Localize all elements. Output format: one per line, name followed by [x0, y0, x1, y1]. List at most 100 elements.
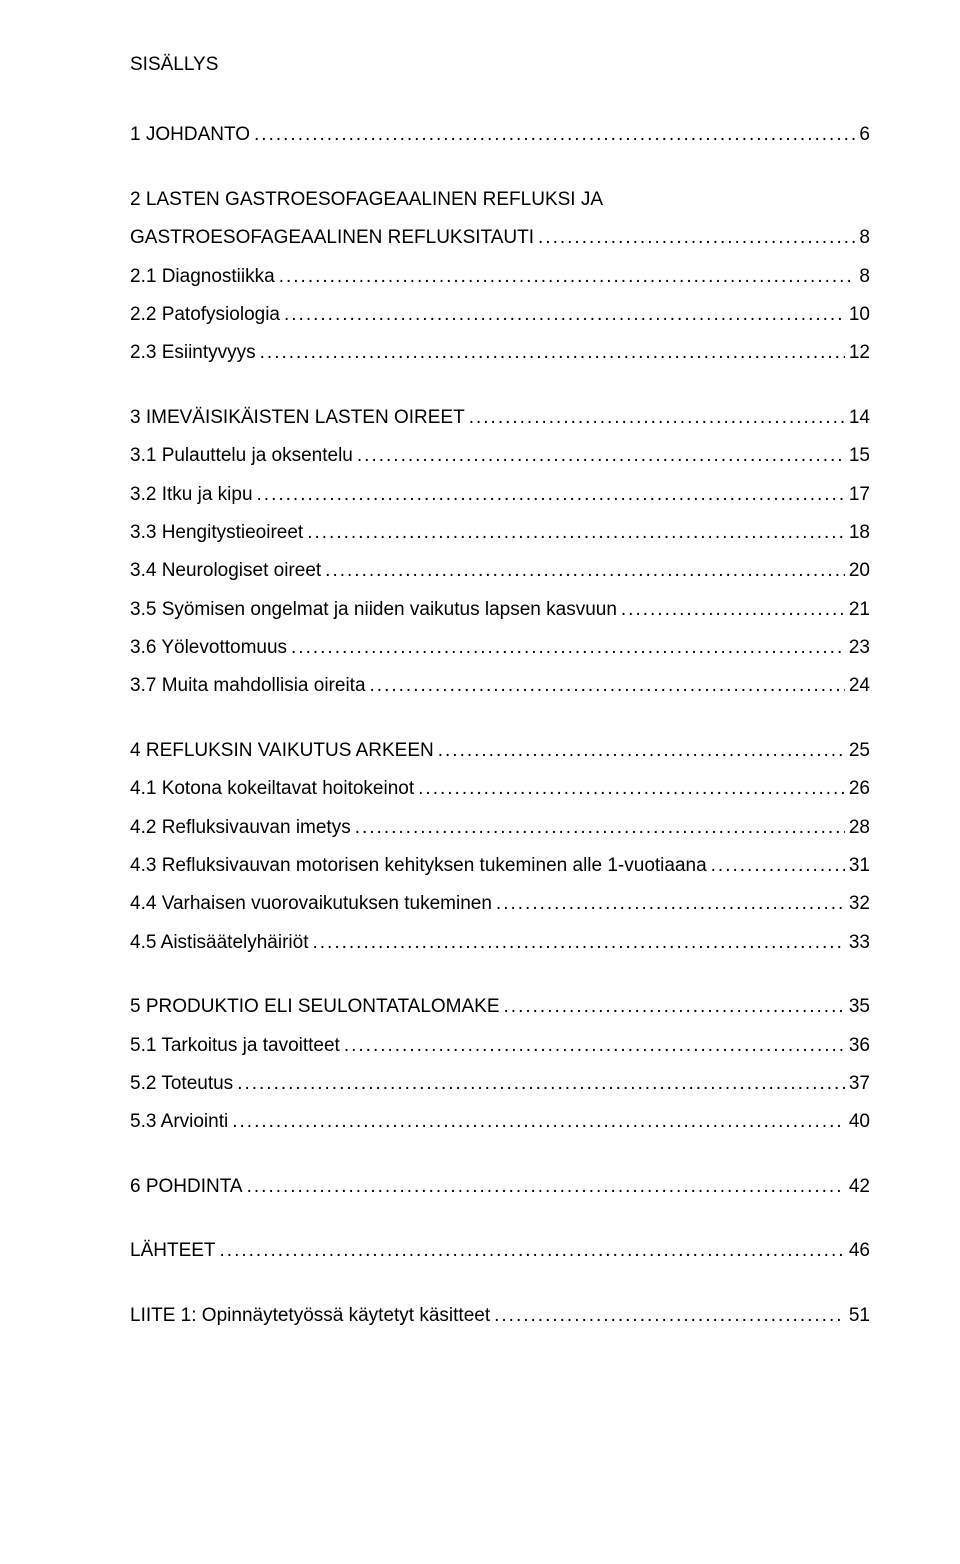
toc-entry-page: 6	[859, 120, 870, 150]
toc-entry-page: 23	[849, 633, 870, 663]
toc-entry: 4.3 Refluksivauvan motorisen kehityksen …	[130, 851, 870, 881]
toc-entry: 2.2 Patofysiologia10	[130, 300, 870, 330]
toc-leader-dots	[418, 774, 845, 804]
toc-leader-dots	[307, 518, 845, 548]
toc-entry: 4.5 Aistisäätelyhäiriöt 33	[130, 928, 870, 958]
toc-entry-label: GASTROESOFAGEAALINEN REFLUKSITAUTI	[130, 223, 534, 253]
toc-entry-page: 26	[849, 774, 870, 804]
section-gap	[130, 1210, 870, 1236]
toc-entry-label: 3.1 Pulauttelu ja oksentelu	[130, 441, 353, 471]
toc-entry-page: 14	[849, 403, 870, 433]
toc-entry: LIITE 1: Opinnäytetyössä käytetyt käsitt…	[130, 1301, 870, 1331]
toc-entry: 5.1 Tarkoitus ja tavoitteet 36	[130, 1031, 870, 1061]
toc-entry-page: 36	[849, 1031, 870, 1061]
toc-leader-dots	[257, 480, 845, 510]
toc-entry: 1 JOHDANTO 6	[130, 120, 870, 150]
toc-leader-dots	[496, 889, 845, 919]
toc-entry-label: 3 IMEVÄISIKÄISTEN LASTEN OIREET	[130, 403, 465, 433]
toc-entry-page: 40	[849, 1107, 870, 1137]
toc-entry-label: 4.1 Kotona kokeiltavat hoitokeinot	[130, 774, 414, 804]
toc-entry-page: 21	[849, 595, 870, 625]
toc-leader-dots	[344, 1031, 845, 1061]
toc-entry-page: 28	[849, 813, 870, 843]
toc-entry: 2 LASTEN GASTROESOFAGEAALINEN REFLUKSI J…	[130, 185, 870, 215]
toc-entry-label: 3.3 Hengitystieoireet	[130, 518, 303, 548]
toc-leader-dots	[313, 928, 845, 958]
section-gap	[130, 377, 870, 403]
toc-entry-label: 5.1 Tarkoitus ja tavoitteet	[130, 1031, 340, 1061]
section-gap	[130, 966, 870, 992]
toc-entry-label: 3.5 Syömisen ongelmat ja niiden vaikutus…	[130, 595, 617, 625]
toc-entry-label: 4.4 Varhaisen vuorovaikutuksen tukeminen	[130, 889, 492, 919]
toc-entry-label: 3.7 Muita mahdollisia oireita	[130, 671, 366, 701]
toc-entry-page: 32	[849, 889, 870, 919]
toc-entry-label: 2.1 Diagnostiikka	[130, 262, 275, 292]
toc-entry-label: 5.2 Toteutus	[130, 1069, 233, 1099]
toc-leader-dots	[220, 1236, 845, 1266]
toc-leader-dots	[254, 120, 855, 150]
toc-entry-page: 17	[849, 480, 870, 510]
toc-entry: 4.4 Varhaisen vuorovaikutuksen tukeminen…	[130, 889, 870, 919]
toc-leader-dots	[504, 992, 845, 1022]
toc-entry-page: 46	[849, 1236, 870, 1266]
toc-entry-page: 18	[849, 518, 870, 548]
toc-entry: 3.6 Yölevottomuus 23	[130, 633, 870, 663]
toc-entry: 5 PRODUKTIO ELI SEULONTATALOMAKE 35	[130, 992, 870, 1022]
toc-entry: 4.1 Kotona kokeiltavat hoitokeinot 26	[130, 774, 870, 804]
toc-entry-label: 3.2 Itku ja kipu	[130, 480, 253, 510]
toc-entry: 5.3 Arviointi40	[130, 1107, 870, 1137]
toc-leader-dots	[232, 1107, 845, 1137]
toc-entry-label: 2 LASTEN GASTROESOFAGEAALINEN REFLUKSI J…	[130, 185, 603, 215]
toc-entry-page: 8	[859, 262, 870, 292]
section-gap	[130, 1146, 870, 1172]
toc-entry: 4.2 Refluksivauvan imetys28	[130, 813, 870, 843]
toc-leader-dots	[260, 338, 845, 368]
toc-entry-page: 12	[849, 338, 870, 368]
toc-entry: 3.7 Muita mahdollisia oireita 24	[130, 671, 870, 701]
toc-leader-dots	[469, 403, 845, 433]
toc-leader-dots	[237, 1069, 845, 1099]
section-gap	[130, 710, 870, 736]
toc-leader-dots	[247, 1172, 845, 1202]
toc-entry-page: 42	[849, 1172, 870, 1202]
toc-entry-label: 3.6 Yölevottomuus	[130, 633, 287, 663]
toc-entry: LÄHTEET 46	[130, 1236, 870, 1266]
toc-entry-label: 6 POHDINTA	[130, 1172, 243, 1202]
toc-entry-label: 3.4 Neurologiset oireet	[130, 556, 321, 586]
toc-entry: 4 REFLUKSIN VAIKUTUS ARKEEN25	[130, 736, 870, 766]
toc-leader-dots	[357, 441, 845, 471]
toc-entry: 3 IMEVÄISIKÄISTEN LASTEN OIREET 14	[130, 403, 870, 433]
toc-entry-label: LIITE 1: Opinnäytetyössä käytetyt käsitt…	[130, 1301, 490, 1331]
toc-entry: GASTROESOFAGEAALINEN REFLUKSITAUTI8	[130, 223, 870, 253]
toc-entry: 3.2 Itku ja kipu 17	[130, 480, 870, 510]
toc-entry-label: 1 JOHDANTO	[130, 120, 250, 150]
toc-entry-page: 15	[849, 441, 870, 471]
toc-list: 1 JOHDANTO 6 2 LASTEN GASTROESOFAGEAALINEN…	[130, 120, 870, 1331]
toc-entry-label: LÄHTEET	[130, 1236, 216, 1266]
toc-entry-label: 4 REFLUKSIN VAIKUTUS ARKEEN	[130, 736, 434, 766]
toc-leader-dots	[711, 851, 845, 881]
toc-entry-page: 35	[849, 992, 870, 1022]
toc-leader-dots	[370, 671, 845, 701]
toc-entry-page: 33	[849, 928, 870, 958]
toc-leader-dots	[279, 262, 856, 292]
toc-entry-label: 2.2 Patofysiologia	[130, 300, 280, 330]
toc-entry: 2.3 Esiintyvyys12	[130, 338, 870, 368]
toc-entry: 2.1 Diagnostiikka 8	[130, 262, 870, 292]
toc-entry-label: 4.5 Aistisäätelyhäiriöt	[130, 928, 309, 958]
toc-entry: 3.5 Syömisen ongelmat ja niiden vaikutus…	[130, 595, 870, 625]
toc-leader-dots	[284, 300, 845, 330]
toc-entry-page: 51	[849, 1301, 870, 1331]
toc-entry-label: 4.3 Refluksivauvan motorisen kehityksen …	[130, 851, 707, 881]
toc-entry-label: 5 PRODUKTIO ELI SEULONTATALOMAKE	[130, 992, 500, 1022]
toc-entry-page: 20	[849, 556, 870, 586]
section-gap	[130, 159, 870, 185]
toc-entry-page: 24	[849, 671, 870, 701]
toc-entry: 6 POHDINTA 42	[130, 1172, 870, 1202]
toc-entry: 3.3 Hengitystieoireet 18	[130, 518, 870, 548]
toc-leader-dots	[621, 595, 845, 625]
toc-leader-dots	[291, 633, 845, 663]
toc-leader-dots	[325, 556, 845, 586]
toc-entry: 3.4 Neurologiset oireet 20	[130, 556, 870, 586]
toc-title: SISÄLLYS	[130, 50, 870, 80]
